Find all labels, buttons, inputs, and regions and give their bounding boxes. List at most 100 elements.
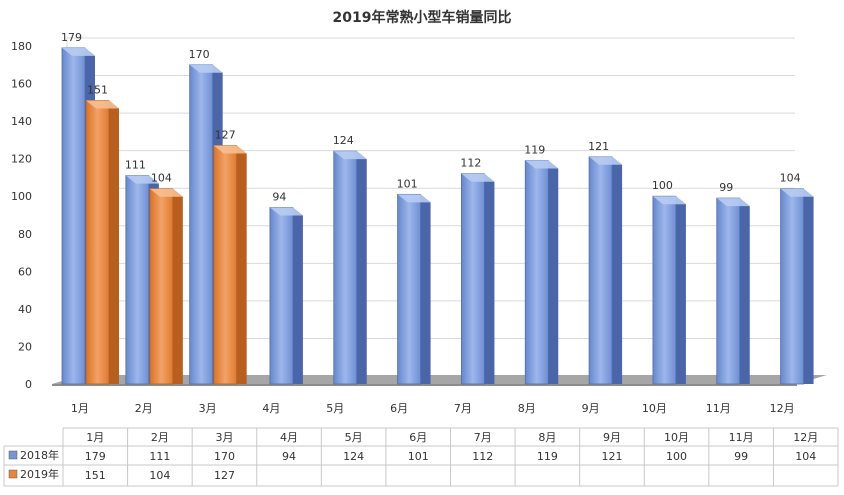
table-cell: 104 [149,469,170,482]
legend-swatch [8,469,18,479]
table-cell: 119 [537,450,558,463]
data-label: 151 [87,83,108,96]
y-axis-ticks: 0 20 40 60 80 100 120 140 160 180 [11,40,32,391]
bar-side [739,198,750,384]
data-label: 124 [333,134,354,147]
y-tick-label: 100 [11,190,32,203]
bar-2018年 [461,173,495,385]
data-label: 121 [588,140,609,153]
y-tick-label: 80 [18,228,32,241]
bar-2018年 [716,197,750,385]
y-tick-label: 180 [11,40,32,53]
data-label: 170 [189,48,210,61]
bars [61,47,814,385]
bar-side [356,151,367,384]
bar-top [461,173,495,182]
table-cell: 101 [408,450,429,463]
floor-edge [52,384,797,386]
table-header-cell: 4月 [280,431,298,444]
bar-front [269,207,294,385]
bar-top [716,198,750,207]
table-cell: 111 [149,450,170,463]
bar-top [213,145,247,154]
bar-front [333,150,358,385]
bar-front [652,195,677,385]
data-label: 179 [61,31,82,44]
table-header-cell: 6月 [409,431,427,444]
data-label: 94 [272,190,286,203]
bar-top [62,47,95,56]
bar-2019年 [213,145,247,385]
data-labels: 179 151 111 104 170 127 94 124 101 112 119 121 100 99… [61,31,801,204]
y-tick-label: 20 [18,340,32,353]
table-header-cell: 5月 [345,431,363,444]
bar-top [397,194,431,203]
data-label: 119 [524,144,545,157]
bar-front [461,173,485,385]
bar-front [85,100,110,385]
table-cell: 170 [214,450,235,463]
table-header-cell: 2月 [151,431,169,444]
y-tick-label: 140 [11,115,32,128]
bar-front [149,188,174,385]
y-tick-label: 160 [11,78,32,91]
legend-label: 2019年 [20,467,59,481]
x-tick-label: 9月 [582,402,600,415]
bar-front [716,197,741,385]
x-tick-label: 7月 [454,402,472,415]
x-tick-label: 6月 [390,402,408,415]
y-tick-label: 40 [18,303,32,316]
table-cell: 112 [472,450,493,463]
table-cell: 179 [85,450,106,463]
data-label: 104 [780,172,801,185]
bar-top [269,207,303,216]
data-label: 99 [719,181,733,194]
bar-front [125,175,150,385]
bar-front [524,160,549,385]
bar-2018年 [397,193,431,385]
bar-front [588,156,613,385]
table-header-cell: 9月 [603,431,621,444]
bar-top [652,196,686,205]
bar-front [397,193,421,385]
x-tick-label: 8月 [518,402,536,415]
data-label: 100 [652,179,673,192]
table-cell: 99 [734,450,748,463]
bar-side [292,207,303,384]
table-cell: 94 [282,450,296,463]
x-tick-label: 11月 [706,402,731,415]
bar-front [213,145,238,385]
table-cell: 100 [666,450,687,463]
bar-front [61,47,86,385]
bar-side [109,100,119,384]
table-header-cell: 11月 [729,431,754,444]
bar-side [420,194,431,384]
table-header-cell: 12月 [793,431,818,444]
bar-2018年 [780,188,814,385]
chart-title: 2019年常熟小型车销量同比 [333,9,512,26]
bar-top [333,151,367,160]
y-tick-label: 60 [18,265,32,278]
bar-front [780,188,804,385]
table-cell: 151 [85,469,106,482]
bar-side [172,188,183,384]
bar-top [86,100,119,109]
bar-top [125,175,159,184]
bar-side [612,156,623,384]
bar-2018年 [524,160,559,385]
bar-2019年 [149,188,183,385]
y-tick-label: 120 [11,153,32,166]
bar-side [236,145,247,384]
bar-top [589,156,623,165]
legend-swatch [8,450,18,460]
table-header-cell: 8月 [538,431,556,444]
table-cell: 127 [214,469,235,482]
table-cell: 124 [343,450,364,463]
x-axis-ticks: 1月 2月 3月 4月 5月 6月 7月 8月 9月 10月 11月 12月 [71,402,795,415]
bar-side [803,188,814,384]
data-label: 112 [460,157,481,170]
data-table: 1月 2月 3月 4月 5月 6月 7月 8月 9月 10月 11月 12月 2018年 179 111 17… [3,427,839,487]
bar-side [484,173,495,384]
bar-2019年 [85,100,119,385]
data-label: 104 [151,172,172,185]
